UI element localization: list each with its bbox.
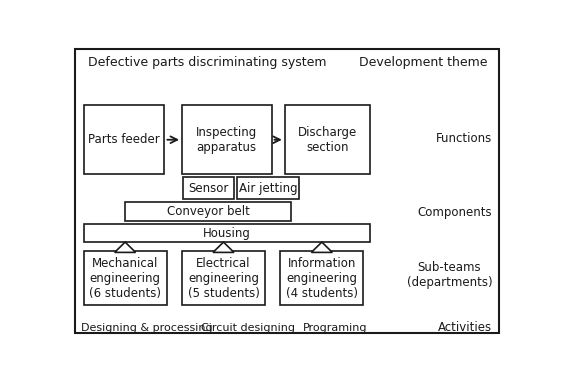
Text: Sub-teams
(departments): Sub-teams (departments) (407, 260, 492, 288)
Text: Inspecting
apparatus: Inspecting apparatus (196, 126, 257, 154)
Text: Programing: Programing (303, 322, 367, 332)
Text: Sensor: Sensor (188, 182, 228, 195)
Bar (317, 251, 327, 252)
Text: Defective parts discriminating system: Defective parts discriminating system (88, 56, 327, 69)
Bar (120, 251, 130, 252)
Text: Components: Components (418, 206, 492, 219)
Bar (237, 177, 299, 199)
Text: Electrical
engineering
(5 students): Electrical engineering (5 students) (188, 257, 259, 300)
Polygon shape (311, 242, 332, 252)
Bar (182, 105, 272, 174)
Polygon shape (213, 242, 234, 252)
Text: Parts feeder: Parts feeder (88, 133, 160, 146)
Text: Development theme: Development theme (359, 56, 488, 69)
Polygon shape (114, 242, 135, 252)
Bar (182, 251, 265, 306)
Bar (83, 105, 165, 174)
Bar (83, 224, 370, 242)
Bar (280, 251, 363, 306)
Text: Air jetting: Air jetting (239, 182, 297, 195)
Bar (125, 202, 291, 221)
Text: Circuit designing: Circuit designing (201, 322, 294, 332)
Text: Information
engineering
(4 students): Information engineering (4 students) (286, 257, 358, 300)
Text: Conveyor belt: Conveyor belt (167, 205, 250, 218)
Bar (285, 105, 370, 174)
Bar (219, 251, 228, 252)
Text: Designing & processing: Designing & processing (81, 322, 213, 332)
Text: Housing: Housing (203, 227, 251, 240)
Bar (83, 251, 167, 306)
Text: Discharge
section: Discharge section (298, 126, 357, 154)
Text: Activities: Activities (438, 321, 492, 334)
Text: Mechanical
engineering
(6 students): Mechanical engineering (6 students) (89, 257, 161, 300)
Bar (183, 177, 233, 199)
Text: Functions: Functions (436, 133, 492, 146)
